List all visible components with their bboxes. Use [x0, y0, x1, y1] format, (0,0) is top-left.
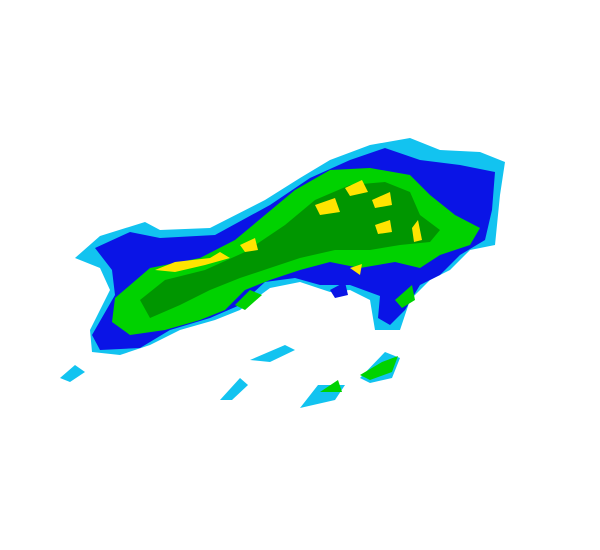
precip-cell — [375, 220, 392, 234]
precip-cell — [412, 220, 422, 242]
precip-cell — [372, 192, 392, 208]
precip-cell — [60, 365, 85, 382]
precip-cell — [360, 356, 398, 380]
precip-cell — [250, 345, 295, 362]
precip-cell — [320, 380, 342, 392]
precip-cell — [330, 282, 348, 298]
precip-cell — [220, 378, 248, 400]
precip-cell — [235, 290, 262, 310]
precip-cell — [155, 252, 230, 272]
precip-cell — [240, 238, 258, 252]
precip-cell — [395, 285, 415, 308]
precip-cell — [140, 182, 440, 318]
layer-dark-green — [140, 182, 440, 318]
precip-cell — [350, 264, 362, 275]
layer-yellow — [155, 180, 422, 275]
precip-cell — [315, 198, 340, 215]
precip-cell — [345, 180, 368, 196]
